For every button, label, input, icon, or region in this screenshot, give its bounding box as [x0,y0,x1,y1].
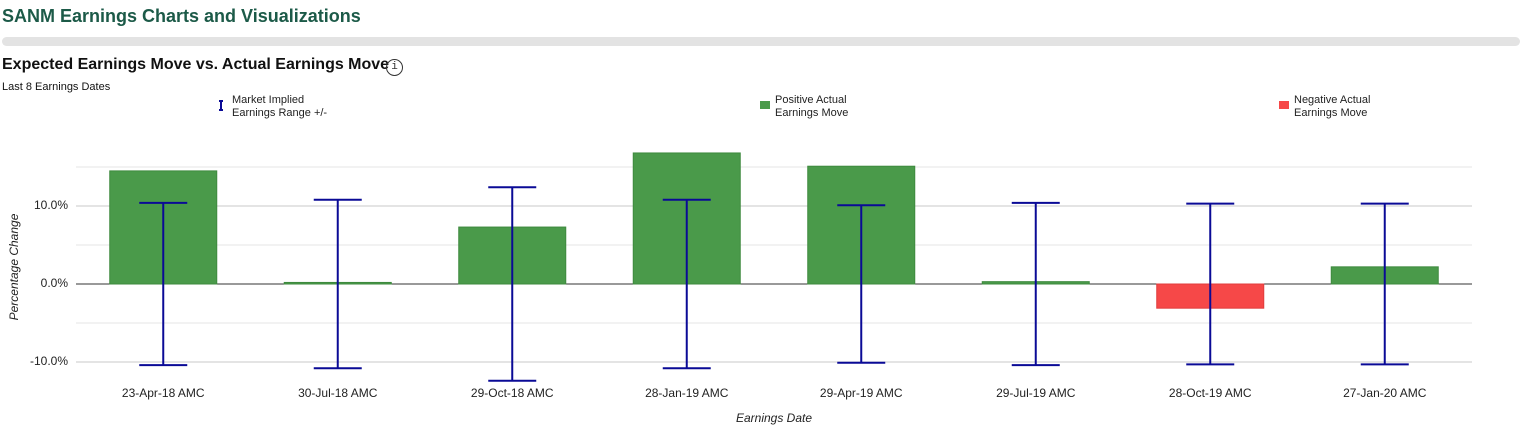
error-bar [1011,201,1060,367]
error-bar [488,186,537,382]
legend-swatch [1279,101,1289,109]
legend-label: Market Implied Earnings Range +/- [232,94,328,119]
x-tick-label: 28-Jan-19 AMC [645,386,729,400]
y-tick-label: 0.0% [41,276,69,290]
chart-title: Expected Earnings Move vs. Actual Earnin… [2,56,390,73]
y-tick-label: 10.0% [34,198,68,212]
legend-item[interactable]: Market Implied Earnings Range +/- [219,94,342,120]
x-tick-label: 30-Jul-18 AMC [298,386,378,400]
legend-item[interactable]: Negative Actual Earnings Move [1279,94,1404,120]
error-bar [1360,202,1409,366]
x-tick-label: 27-Jan-20 AMC [1343,386,1427,400]
x-tick-label: 28-Oct-19 AMC [1169,386,1252,400]
x-tick-label: 29-Apr-19 AMC [820,386,903,400]
y-tick-label: -10.0% [30,354,68,368]
x-tick-label: 29-Jul-19 AMC [996,386,1076,400]
x-tick-label: 29-Oct-18 AMC [471,386,554,400]
legend-item[interactable]: Positive Actual Earnings Move [760,94,885,120]
error-bar [662,198,711,370]
error-bar [313,198,362,370]
y-axis-label: Percentage Change [7,213,21,320]
error-bar [1186,202,1235,366]
page-title: SANM Earnings Charts and Visualizations [2,6,361,26]
info-button[interactable]: i [386,59,403,76]
legend-label: Positive Actual Earnings Move [775,94,849,119]
legend-label: Negative Actual Earnings Move [1294,94,1371,119]
error-bar [139,201,188,367]
divider [2,37,1520,46]
error-bar [837,204,886,364]
x-tick-label: 23-Apr-18 AMC [122,386,205,400]
legend-swatch [760,101,770,109]
chart-subtitle: Last 8 Earnings Dates [2,81,111,93]
x-axis-label: Earnings Date [736,411,812,425]
legend-swatch [219,100,223,111]
